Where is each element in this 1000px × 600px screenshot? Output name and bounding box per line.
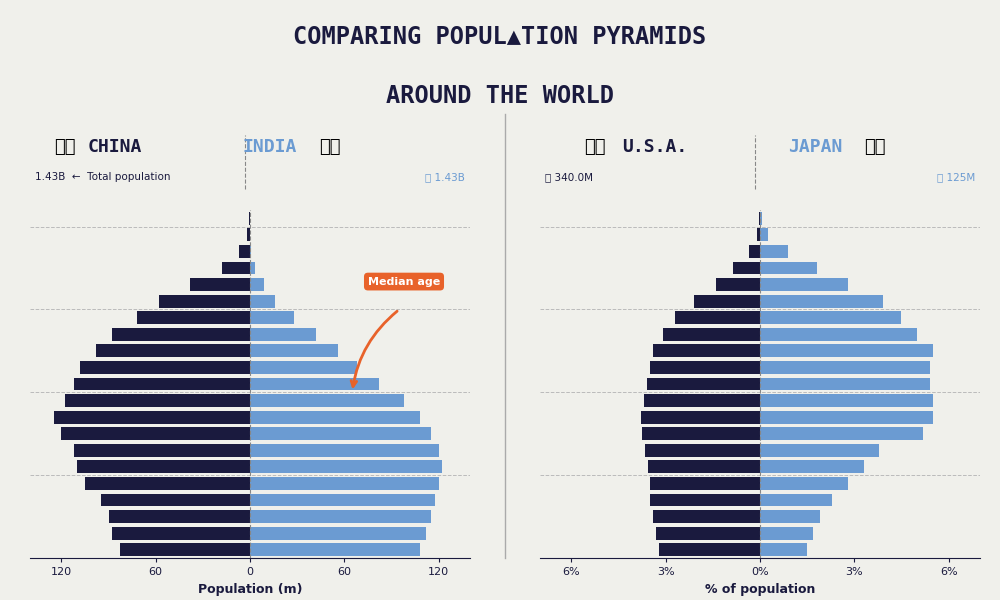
Bar: [645, 444, 760, 457]
Bar: [760, 477, 848, 490]
Bar: [733, 262, 760, 274]
Bar: [650, 494, 760, 506]
Bar: [760, 344, 933, 358]
Bar: [54, 410, 250, 424]
Bar: [644, 394, 760, 407]
Bar: [74, 377, 250, 391]
Bar: [749, 245, 760, 258]
Bar: [760, 262, 817, 274]
Bar: [112, 328, 250, 341]
Bar: [85, 477, 250, 490]
Bar: [250, 262, 255, 274]
Bar: [760, 245, 788, 258]
Bar: [96, 344, 250, 358]
Bar: [760, 527, 813, 539]
Text: ⓘ 1.43B: ⓘ 1.43B: [425, 172, 465, 182]
Bar: [80, 361, 250, 374]
Bar: [250, 444, 439, 457]
Bar: [250, 427, 431, 440]
Bar: [650, 477, 760, 490]
Bar: [760, 361, 930, 374]
Bar: [250, 361, 357, 374]
Bar: [760, 460, 864, 473]
Bar: [716, 278, 760, 291]
Bar: [760, 377, 930, 391]
Text: 🇺🇸: 🇺🇸: [584, 138, 606, 156]
Bar: [222, 262, 250, 274]
Bar: [650, 361, 760, 374]
Text: 🇮🇳: 🇮🇳: [319, 138, 341, 156]
Bar: [250, 311, 294, 324]
Bar: [760, 212, 762, 225]
Bar: [250, 245, 251, 258]
Bar: [250, 494, 435, 506]
Bar: [759, 212, 760, 225]
Bar: [647, 377, 760, 391]
Bar: [648, 460, 760, 473]
Text: AROUND THE WORLD: AROUND THE WORLD: [386, 84, 614, 108]
Bar: [250, 543, 420, 556]
Bar: [757, 229, 760, 241]
Text: U.S.A.: U.S.A.: [622, 138, 688, 156]
Bar: [74, 444, 250, 457]
Text: 1.43B  ←  Total population: 1.43B ← Total population: [35, 172, 170, 182]
Bar: [109, 510, 250, 523]
Bar: [675, 311, 760, 324]
Text: COMPARING POPUL▲TION PYRAMIDS: COMPARING POPUL▲TION PYRAMIDS: [293, 24, 707, 48]
Bar: [694, 295, 760, 308]
Bar: [663, 328, 760, 341]
Bar: [760, 510, 820, 523]
Bar: [250, 510, 431, 523]
X-axis label: % of population: % of population: [705, 583, 815, 596]
Bar: [250, 344, 338, 358]
Bar: [250, 377, 379, 391]
Bar: [159, 295, 250, 308]
Bar: [250, 278, 264, 291]
Text: INDIA: INDIA: [243, 138, 297, 156]
Bar: [65, 394, 250, 407]
Bar: [760, 410, 933, 424]
Text: JAPAN: JAPAN: [788, 138, 842, 156]
Text: Median age: Median age: [368, 277, 440, 287]
Bar: [120, 543, 250, 556]
Text: CHINA: CHINA: [88, 138, 142, 156]
Bar: [642, 427, 760, 440]
Bar: [760, 444, 879, 457]
Bar: [250, 328, 316, 341]
Bar: [250, 410, 420, 424]
Bar: [760, 278, 848, 291]
Bar: [250, 527, 426, 539]
Bar: [250, 460, 442, 473]
Text: 🇯🇵: 🇯🇵: [864, 138, 886, 156]
Bar: [61, 427, 250, 440]
Bar: [250, 477, 439, 490]
Bar: [760, 427, 923, 440]
Bar: [250, 295, 275, 308]
Bar: [101, 494, 250, 506]
Bar: [247, 229, 250, 241]
Bar: [137, 311, 250, 324]
Text: 🇨🇳: 🇨🇳: [54, 138, 76, 156]
X-axis label: Population (m): Population (m): [198, 583, 302, 596]
Bar: [656, 527, 760, 539]
Bar: [760, 311, 901, 324]
Text: ⓘ 125M: ⓘ 125M: [937, 172, 975, 182]
Text: ⓘ 340.0M: ⓘ 340.0M: [545, 172, 593, 182]
Bar: [653, 510, 760, 523]
Bar: [760, 295, 883, 308]
Bar: [760, 229, 768, 241]
Bar: [760, 494, 832, 506]
Bar: [653, 344, 760, 358]
Bar: [112, 527, 250, 539]
Bar: [760, 328, 917, 341]
Bar: [239, 245, 250, 258]
Bar: [659, 543, 760, 556]
Bar: [190, 278, 250, 291]
Bar: [250, 394, 404, 407]
Bar: [760, 394, 933, 407]
Bar: [77, 460, 250, 473]
Bar: [641, 410, 760, 424]
Bar: [760, 543, 807, 556]
